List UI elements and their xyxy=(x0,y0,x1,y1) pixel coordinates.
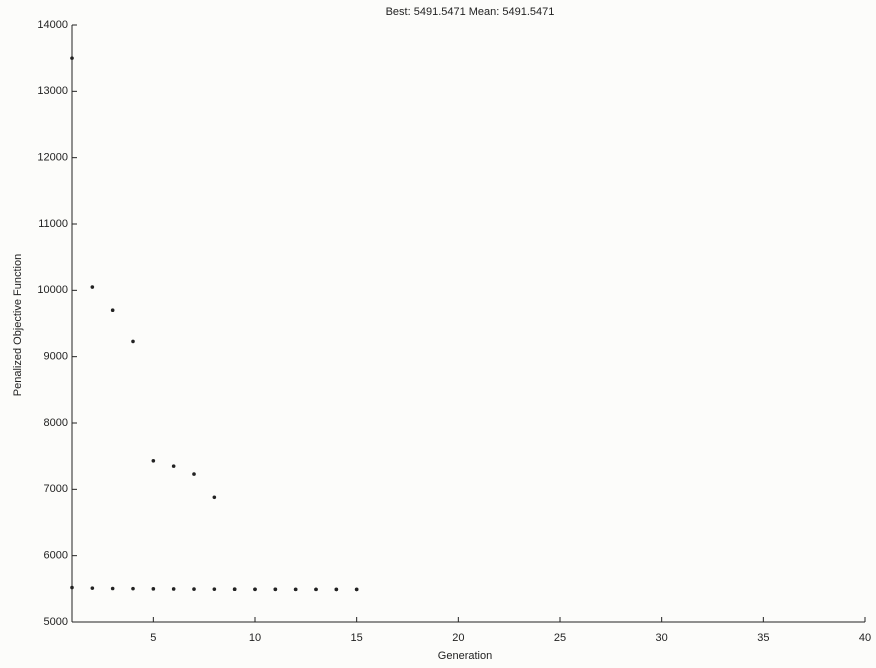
y-tick-label: 11000 xyxy=(38,218,68,230)
data-point xyxy=(314,588,318,592)
x-tick-label: 30 xyxy=(656,632,668,644)
data-point xyxy=(192,587,196,591)
data-point xyxy=(111,587,115,591)
data-point xyxy=(91,586,95,590)
y-tick-label: 10000 xyxy=(37,284,68,296)
data-point xyxy=(131,340,135,344)
data-point xyxy=(274,587,278,591)
y-tick-label: 5000 xyxy=(44,616,68,628)
y-axis-label: Penalized Objective Function xyxy=(12,254,24,396)
x-tick-label: 25 xyxy=(554,632,566,644)
data-point xyxy=(91,285,95,289)
data-point xyxy=(294,588,298,592)
data-point xyxy=(233,587,237,591)
x-tick-label: 10 xyxy=(249,632,261,644)
data-point xyxy=(70,56,74,60)
y-tick-label: 6000 xyxy=(44,550,68,562)
data-point xyxy=(355,588,359,592)
data-point xyxy=(111,308,115,312)
chart-title: Best: 5491.5471 Mean: 5491.5471 xyxy=(386,6,555,18)
y-tick-label: 14000 xyxy=(37,19,68,31)
x-axis-label: Generation xyxy=(438,650,492,662)
data-point xyxy=(192,472,196,476)
y-tick-label: 9000 xyxy=(44,351,68,363)
data-point xyxy=(253,587,257,591)
data-point xyxy=(131,587,135,591)
x-tick-label: 5 xyxy=(150,632,156,644)
x-tick-label: 20 xyxy=(452,632,464,644)
y-tick-label: 7000 xyxy=(44,483,68,495)
chart: Best: 5491.5471 Mean: 5491.5471 Generati… xyxy=(0,0,876,668)
y-tick-label: 8000 xyxy=(44,417,68,429)
data-point xyxy=(70,586,74,590)
data-point xyxy=(172,464,176,468)
data-point xyxy=(335,588,339,592)
data-point xyxy=(152,587,156,591)
y-tick-label: 13000 xyxy=(37,85,68,97)
x-tick-label: 40 xyxy=(859,632,871,644)
data-point xyxy=(172,587,176,591)
x-tick-label: 35 xyxy=(757,632,769,644)
data-point xyxy=(213,495,217,499)
data-point xyxy=(152,459,156,463)
y-tick-label: 12000 xyxy=(37,152,68,164)
data-point xyxy=(213,587,217,591)
x-tick-label: 15 xyxy=(351,632,363,644)
page: Best: 5491.5471 Mean: 5491.5471 Generati… xyxy=(0,0,876,668)
